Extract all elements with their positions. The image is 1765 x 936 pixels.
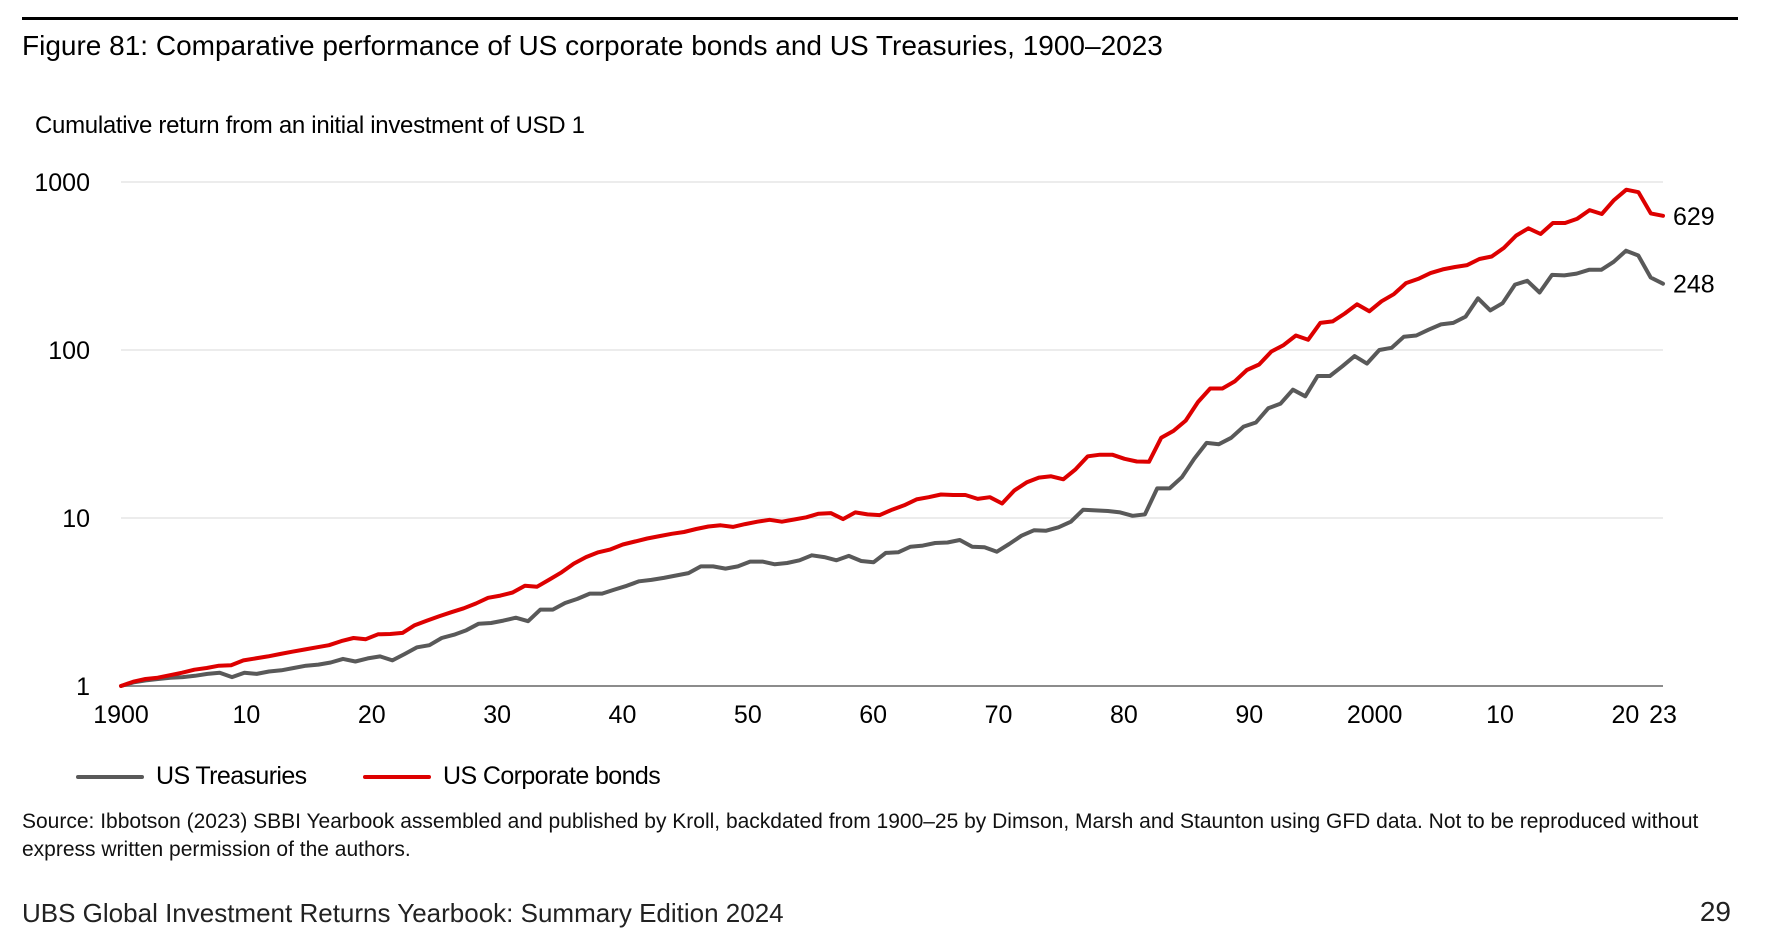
end-value-label-us-corporate-bonds: 629 (1673, 203, 1715, 231)
x-tick-label: 10 (232, 701, 260, 729)
footer-publication: UBS Global Investment Returns Yearbook: … (22, 898, 784, 928)
x-tick-label: 1900 (93, 701, 149, 729)
x-tick-label: 2000 (1347, 701, 1403, 729)
x-tick-label: 90 (1235, 701, 1263, 729)
chart-area: 1 10 100 1000 1900 10 20 30 40 50 60 70 80 90 2000 10 2… (34, 169, 1715, 729)
y-tick-label: 100 (48, 337, 90, 365)
legend-item-treasuries: US Treasuries (76, 762, 307, 791)
y-tick-label: 10 (62, 505, 90, 533)
legend-item-corporate: US Corporate bonds (363, 762, 661, 791)
x-tick-label: 20 (1611, 701, 1639, 729)
x-tick-label: 70 (985, 701, 1013, 729)
source-note: Source: Ibbotson (2023) SBBI Yearbook as… (22, 810, 1699, 861)
legend-label-treasuries: US Treasuries (156, 762, 307, 790)
y-tick-labels: 1 10 100 1000 (34, 169, 90, 701)
series-line-us-corporate-bonds (119, 187, 1665, 688)
figure-title: Figure 81: Comparative performance of US… (22, 30, 1163, 61)
page-number: 29 (1699, 896, 1731, 927)
x-tick-label: 80 (1110, 701, 1138, 729)
end-value-label-us-treasuries: 248 (1673, 271, 1715, 299)
legend-label-corporate: US Corporate bonds (443, 762, 661, 790)
x-tick-label: 23 (1649, 701, 1677, 729)
y-tick-label: 1000 (34, 169, 90, 197)
x-tick-label: 50 (734, 701, 762, 729)
chart-subtitle: Cumulative return from an initial invest… (35, 112, 585, 139)
x-tick-label: 60 (859, 701, 887, 729)
legend-swatch-treasuries (76, 774, 144, 779)
x-tick-label: 10 (1486, 701, 1514, 729)
series-lines (119, 187, 1665, 688)
end-labels: 248 629 (1673, 203, 1715, 299)
x-tick-label: 20 (358, 701, 386, 729)
top-rule (22, 17, 1738, 20)
y-tick-label: 1 (76, 673, 90, 701)
x-tick-label: 40 (609, 701, 637, 729)
x-tick-labels: 1900 10 20 30 40 50 60 70 80 90 2000 10 20 23 (93, 701, 1677, 729)
series-line-us-treasuries (119, 248, 1665, 688)
x-tick-label: 30 (483, 701, 511, 729)
gridlines (121, 181, 1663, 687)
legend-swatch-corporate (363, 774, 431, 779)
